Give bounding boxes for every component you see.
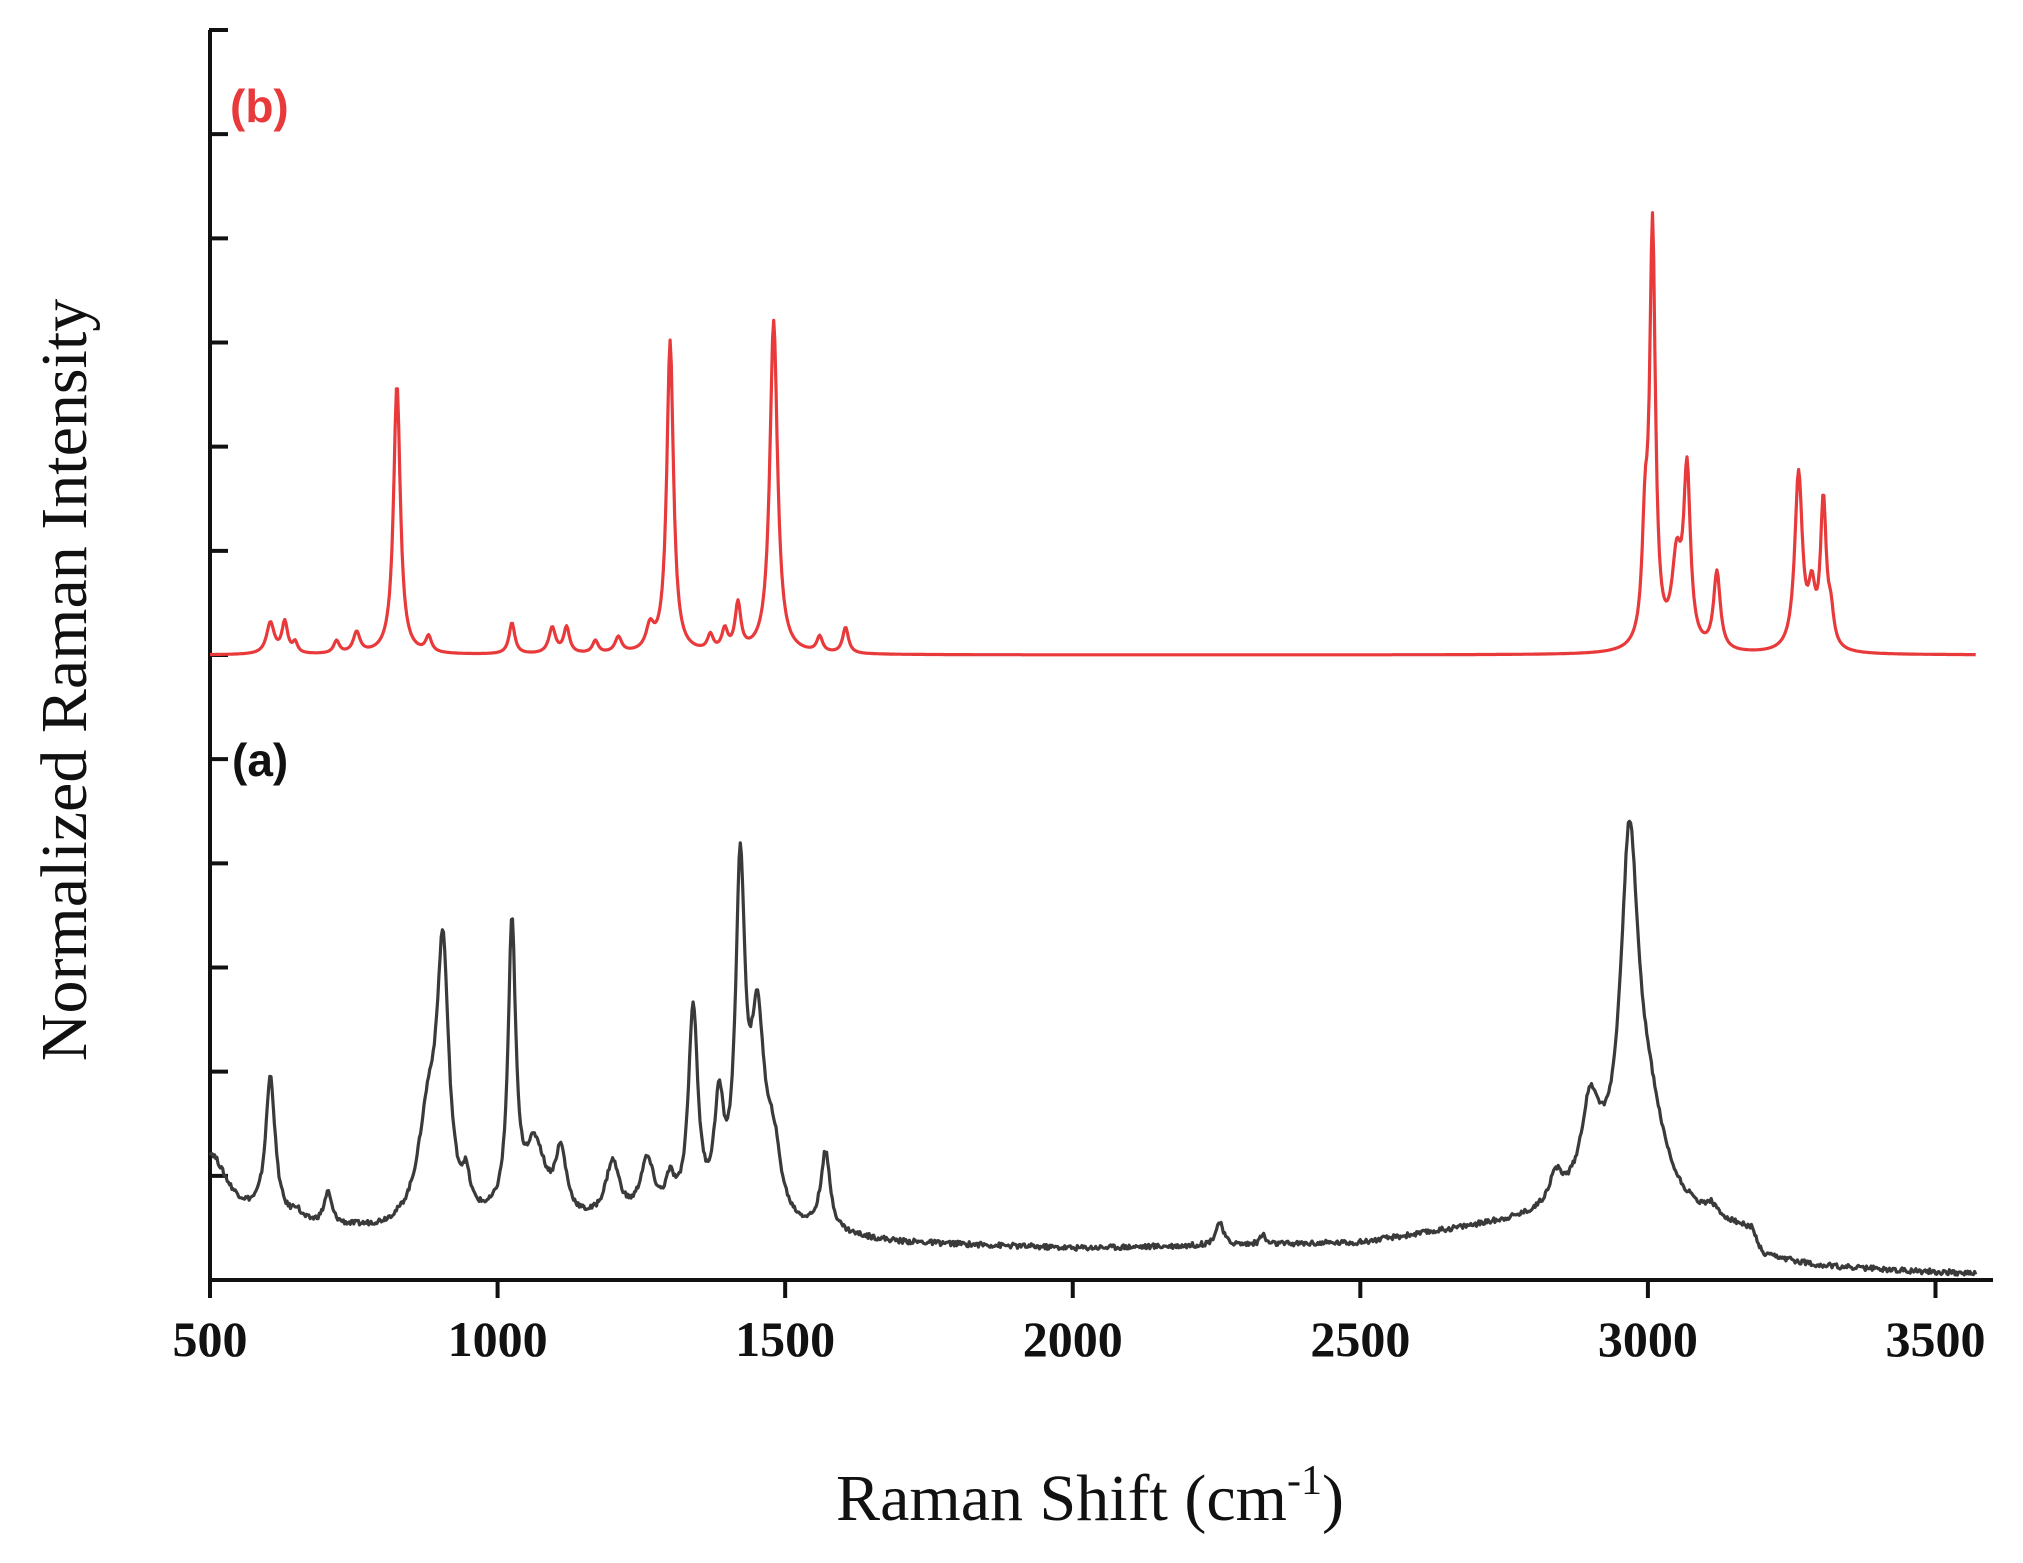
series-line-a: [208, 819, 1978, 1277]
x-tick-label: 2500: [1310, 1311, 1410, 1367]
series-label-b: (b): [230, 80, 289, 132]
x-tick-label: 1000: [448, 1311, 548, 1367]
x-axis-title-tail: ): [1322, 1462, 1344, 1535]
y-axis-title: Normalized Raman Intensity: [28, 299, 101, 1061]
x-tick-label: 1500: [735, 1311, 835, 1367]
series-line-b: [209, 211, 1977, 657]
x-tick-label: 3000: [1598, 1311, 1698, 1367]
x-tick-label: 2000: [1023, 1311, 1123, 1367]
series-label-a: (a): [232, 734, 288, 786]
x-tick-label: 3500: [1885, 1311, 1985, 1367]
x-tick-label: 500: [173, 1311, 248, 1367]
series-group: [208, 211, 1978, 1277]
x-axis-title-superscript: -1: [1287, 1458, 1322, 1504]
x-axis-title: Raman Shift (cm-1): [836, 1458, 1344, 1535]
axes: 500 1000 1500 2000 2500 3000 3500: [173, 28, 1993, 1367]
x-axis-title-main: Raman Shift (cm: [836, 1462, 1287, 1535]
